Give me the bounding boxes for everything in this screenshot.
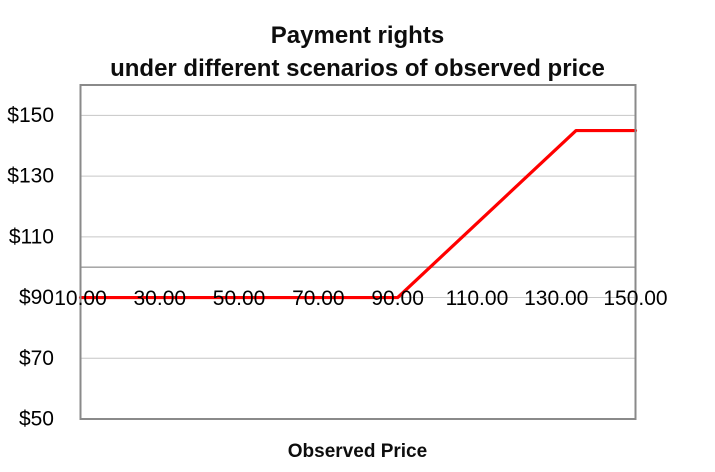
y-tick-label-90: $90 xyxy=(19,286,54,309)
x-tick-label-90: 90.00 xyxy=(371,287,424,310)
y-tick-label-50: $50 xyxy=(19,408,54,431)
x-tick-label-70: 70.00 xyxy=(292,287,345,310)
chart-title-line1: Payment rights xyxy=(270,22,445,49)
y-tick-label-110: $110 xyxy=(9,225,54,248)
x-axis-title: Observed Price xyxy=(287,441,428,462)
x-tick-label-110: 110.00 xyxy=(446,287,509,310)
y-tick-label-150: $150 xyxy=(7,104,54,127)
plot-border xyxy=(79,84,637,420)
y-tick-label-70: $70 xyxy=(19,347,54,370)
x-tick-label-10: 10.00 xyxy=(54,287,107,310)
x-tick-label-50: 50.00 xyxy=(213,287,266,310)
y-tick-label-130: $130 xyxy=(7,165,54,188)
series-line-payment-rights xyxy=(78,128,638,300)
x-tick-label-130: 130.00 xyxy=(524,287,588,310)
x-tick-label-150: 150.00 xyxy=(603,287,667,310)
x-tick-label-30: 30.00 xyxy=(134,287,187,310)
chart-title-line2: under different scenarios of observed pr… xyxy=(110,55,605,82)
